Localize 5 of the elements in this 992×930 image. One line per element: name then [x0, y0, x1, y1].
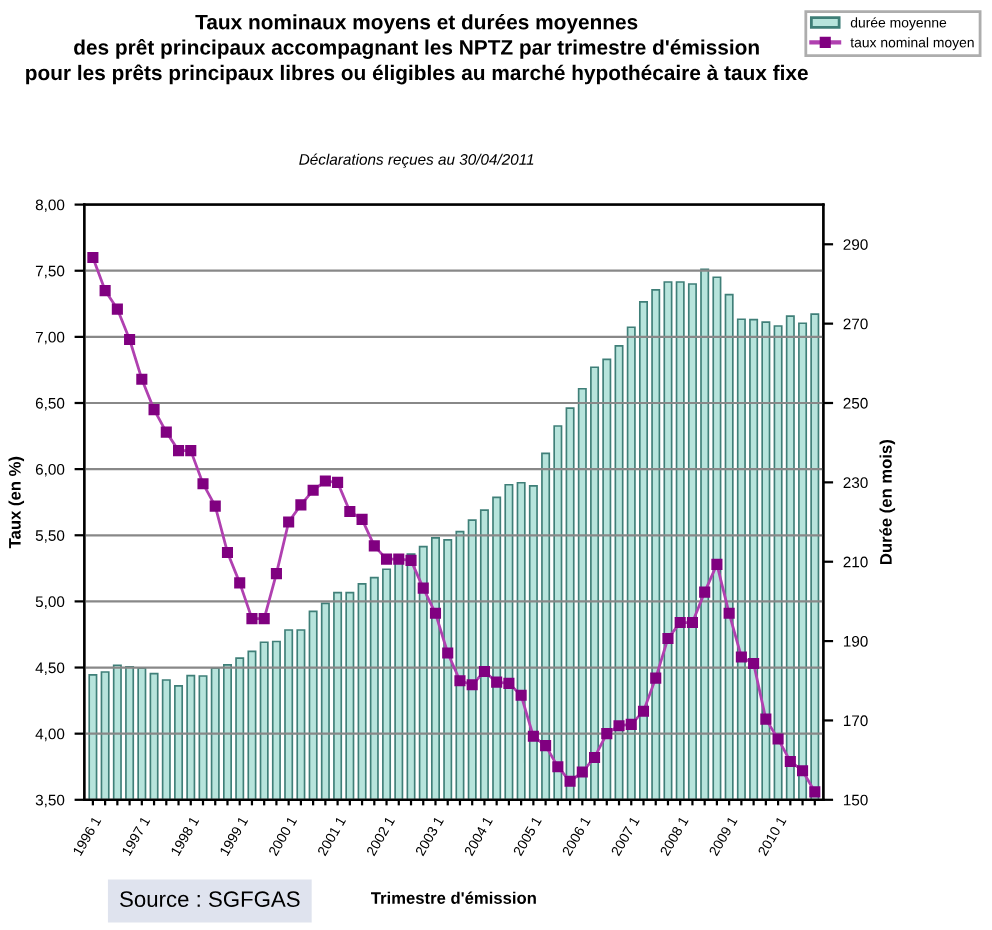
- y-axis-title: Taux (en %): [8, 456, 25, 549]
- chart-title: Taux nominaux moyens et durées moyennes des prêt principaux accompagnant les NPTZ par trimestre d'émission pour les prêts principaux libres ou éligibles au marché hypothécaire à taux fixe: [26, 13, 808, 85]
- source-note: Source : SGFGAS: [120, 891, 300, 908]
- y2-axis-title: Durée (en mois): [879, 440, 896, 565]
- x-axis-title: Trimestre d'émission: [371, 891, 536, 904]
